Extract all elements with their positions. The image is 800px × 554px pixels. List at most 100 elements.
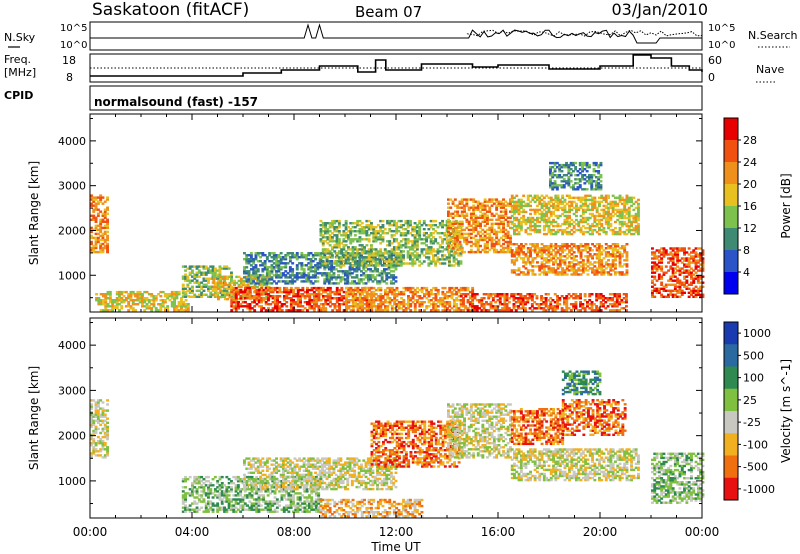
scatter-cell <box>120 307 124 310</box>
scatter-cell <box>616 204 620 208</box>
scatter-cell <box>273 299 277 302</box>
scatter-cell <box>188 289 192 292</box>
scatter-cell <box>465 200 469 203</box>
scatter-cell <box>257 293 261 296</box>
scatter-cell <box>475 305 479 308</box>
scatter-cell <box>90 248 93 252</box>
scatter-cell <box>535 295 539 298</box>
scatter-cell <box>630 200 633 204</box>
scatter-cell <box>453 234 457 238</box>
scatter-cell <box>595 267 599 270</box>
scatter-cell <box>200 291 204 294</box>
scatter-cell <box>357 264 361 267</box>
scatter-cell <box>602 269 606 272</box>
scatter-cell <box>332 282 336 285</box>
scatter-cell <box>324 248 327 251</box>
scatter-cell <box>549 301 553 304</box>
scatter-cell <box>288 274 292 277</box>
nsearch-label: N.Search <box>748 29 798 42</box>
scatter-cell <box>490 212 494 215</box>
scatter-cell <box>460 222 464 225</box>
scatter-region <box>510 243 629 276</box>
scatter-cell <box>558 303 562 306</box>
scatter-cell <box>448 234 451 237</box>
scatter-cell <box>422 248 426 251</box>
scatter-cell <box>170 301 174 304</box>
scatter-cell <box>379 236 383 239</box>
scatter-cell <box>347 305 351 308</box>
scatter-cell <box>453 244 457 248</box>
scatter-cell <box>257 297 261 300</box>
scatter-cell <box>456 234 460 238</box>
scatter-cell <box>365 293 369 296</box>
scatter-cell <box>223 295 226 298</box>
scatter-cell <box>363 297 367 300</box>
scatter-cell <box>458 206 462 209</box>
scatter-cell <box>392 246 396 249</box>
scatter-cell <box>451 224 455 227</box>
scatter-cell <box>488 234 492 238</box>
scatter-cell <box>529 249 532 252</box>
scatter-cell <box>305 274 308 277</box>
scatter-cell <box>389 274 393 277</box>
scatter-cell <box>234 293 238 296</box>
scatter-cell <box>344 270 347 273</box>
scatter-cell <box>207 295 210 298</box>
scatter-cell <box>519 271 523 274</box>
scatter-cell <box>166 293 170 296</box>
scatter-cell <box>325 278 329 281</box>
scatter-cell <box>326 248 330 251</box>
scatter-cell <box>497 202 501 205</box>
scatter-cell <box>118 309 121 312</box>
scatter-cell <box>279 258 283 261</box>
scatter-cell <box>213 275 217 278</box>
scatter-cell <box>540 218 544 222</box>
scatter-cell <box>460 236 464 240</box>
scatter-cell <box>517 251 521 254</box>
scatter-cell <box>374 240 378 243</box>
scatter-cell <box>379 305 383 308</box>
scatter-cell <box>256 285 259 289</box>
scatter-cell <box>299 299 302 302</box>
scatter-cell <box>186 283 190 286</box>
scatter-cell <box>611 263 615 266</box>
scatter-cell <box>285 301 289 304</box>
scatter-cell <box>524 204 528 208</box>
scatter-cell <box>533 224 537 228</box>
scatter-cell <box>540 216 544 220</box>
scatter-cell <box>349 290 353 294</box>
scatter-cell <box>355 264 359 267</box>
scatter-cell <box>322 286 325 290</box>
scatter-cell <box>124 290 128 294</box>
scatter-cell <box>362 268 366 271</box>
scatter-cell <box>360 230 364 233</box>
scatter-cell <box>244 275 248 279</box>
scatter-cell <box>510 269 514 272</box>
scatter-cell <box>540 212 544 216</box>
scatter-cell <box>413 244 417 247</box>
scatter-cell <box>450 307 454 310</box>
scatter-cell <box>547 299 550 302</box>
scatter-cell <box>584 249 588 252</box>
scatter-cell <box>502 202 505 205</box>
scatter-cell <box>618 196 622 199</box>
scatter-cell <box>306 301 309 304</box>
scatter-cell <box>103 208 107 211</box>
scatter-cell <box>101 196 105 199</box>
scatter-region <box>345 286 475 312</box>
scatter-cell <box>306 286 309 290</box>
scatter-cell <box>393 307 397 310</box>
scatter-cell <box>502 198 505 201</box>
scatter-cell <box>614 208 617 212</box>
scatter-cell <box>575 222 578 226</box>
scatter-cell <box>432 309 436 312</box>
scatter-cell <box>529 226 532 230</box>
scatter-cell <box>483 200 487 203</box>
scatter-cell <box>474 220 478 223</box>
scatter-cell <box>340 303 344 306</box>
scatter-cell <box>614 267 617 270</box>
scatter-cell <box>335 297 339 300</box>
scatter-cell <box>319 224 323 227</box>
scatter-cell <box>591 224 594 228</box>
scatter-cell <box>384 301 387 304</box>
